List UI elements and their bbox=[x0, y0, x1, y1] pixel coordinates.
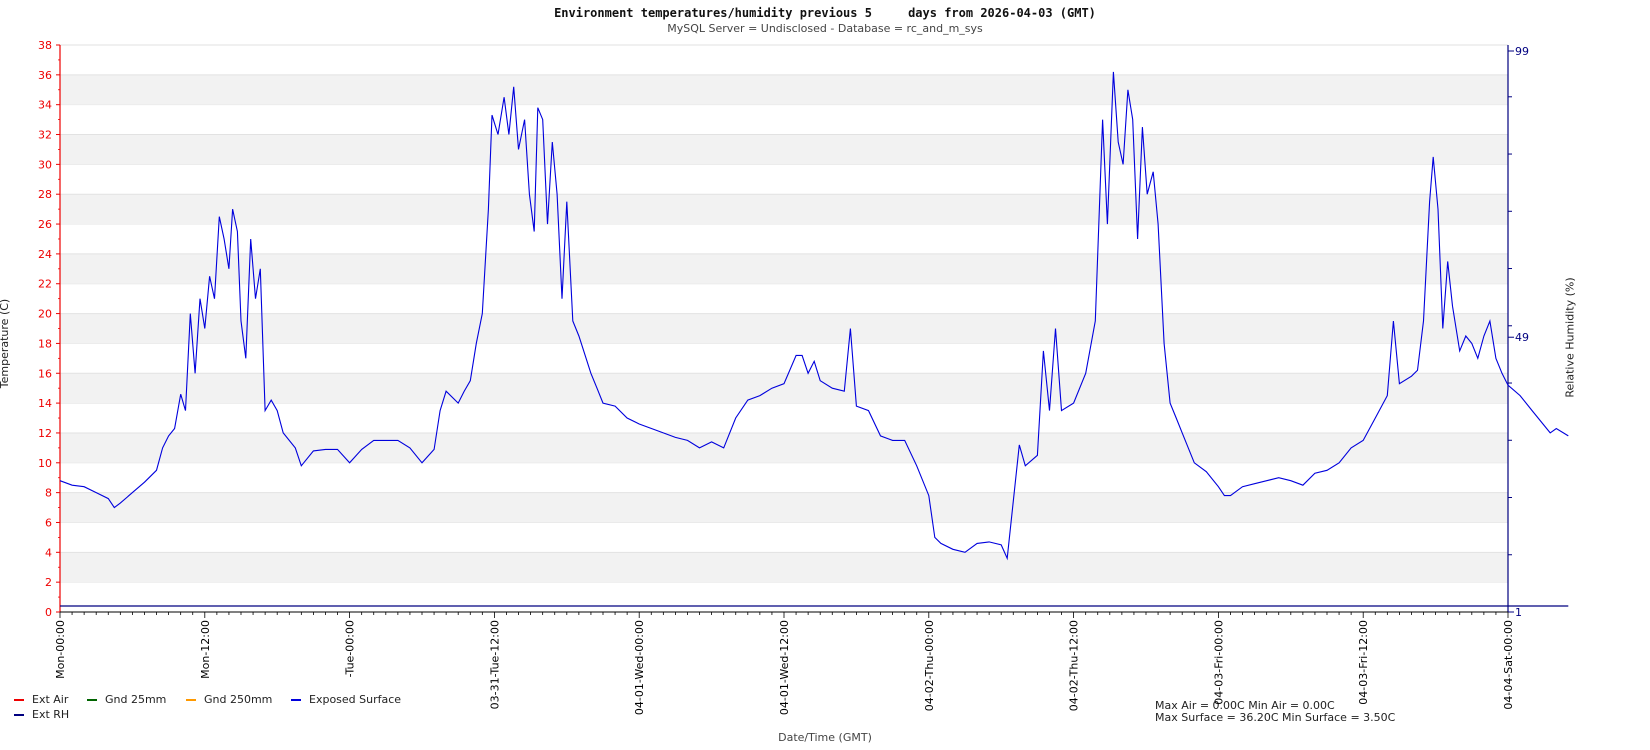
x-tick-label: 04-03-Fri-12:00 bbox=[1357, 620, 1370, 705]
stats-air: Max Air = 0.00C Min Air = 0.00C bbox=[1155, 699, 1335, 712]
chart-subtitle: MySQL Server = Undisclosed - Database = … bbox=[667, 22, 983, 35]
grid-band bbox=[60, 134, 1508, 165]
y-tick-label: 30 bbox=[38, 158, 52, 171]
legend-ext-rh: Ext RH bbox=[14, 708, 69, 721]
x-axis-label: Date/Time (GMT) bbox=[778, 731, 872, 744]
legend-swatch-gnd-250mm bbox=[186, 699, 196, 701]
y-tick-label: 34 bbox=[38, 99, 52, 112]
y-tick-label: 20 bbox=[38, 308, 52, 321]
legend-swatch-gnd-25mm bbox=[87, 699, 97, 701]
series-exposed-surface-line bbox=[59, 71, 1569, 561]
y-tick-label: 12 bbox=[38, 427, 52, 440]
legend-swatch-ext-air bbox=[14, 699, 24, 701]
y-tick-label: 0 bbox=[45, 606, 52, 619]
x-tick-label: 04-01-Wed-00:00 bbox=[633, 620, 646, 715]
y-tick-label: 22 bbox=[38, 278, 52, 291]
grid-band bbox=[60, 432, 1508, 463]
x-tick-label: 04-02-Thu-12:00 bbox=[1068, 620, 1081, 711]
y-tick-label: 6 bbox=[45, 516, 52, 529]
legend-ext-air: Ext Air bbox=[14, 693, 68, 706]
x-tick-label: 04-04-Sat-00:00 bbox=[1502, 620, 1515, 710]
x-tick-label: Mon-12:00 bbox=[199, 620, 212, 679]
y-tick-label: 10 bbox=[38, 457, 52, 470]
y-tick-label: 16 bbox=[38, 367, 52, 380]
x-tick-label: -Tue-00:00 bbox=[344, 620, 357, 677]
legend-label: Ext Air bbox=[32, 693, 69, 706]
legend-gnd-250mm: Gnd 250mm bbox=[186, 693, 272, 706]
grid-band bbox=[60, 552, 1508, 583]
grid-band bbox=[60, 492, 1508, 523]
legend-swatch-exposed-surface bbox=[291, 699, 301, 701]
grid-band bbox=[60, 373, 1508, 404]
y-tick-label: 18 bbox=[38, 337, 52, 350]
grid-band bbox=[60, 194, 1508, 225]
chart-title: Environment temperatures/humidity previo… bbox=[554, 6, 1096, 20]
y-tick-label: 14 bbox=[38, 397, 52, 410]
legend-label: Ext RH bbox=[32, 708, 70, 721]
legend-label: Gnd 25mm bbox=[105, 693, 167, 706]
grid-band bbox=[60, 313, 1508, 344]
legend-label: Gnd 250mm bbox=[204, 693, 273, 706]
y2-tick-label: 1 bbox=[1515, 606, 1522, 619]
y-tick-label: 36 bbox=[38, 69, 52, 82]
y-tick-label: 32 bbox=[38, 129, 52, 142]
legend-gnd-25mm: Gnd 25mm bbox=[87, 693, 166, 706]
y-tick-label: 4 bbox=[45, 546, 52, 559]
stats-surface: Max Surface = 36.20C Min Surface = 3.50C bbox=[1155, 711, 1396, 724]
grid-band bbox=[60, 253, 1508, 284]
y-tick-label: 24 bbox=[38, 248, 52, 261]
y-tick-label: 28 bbox=[38, 188, 52, 201]
x-tick-label: 04-03-Fri-00:00 bbox=[1212, 620, 1225, 705]
y-tick-label: 26 bbox=[38, 218, 52, 231]
grid-band bbox=[60, 74, 1508, 105]
y-tick-label: 8 bbox=[45, 487, 52, 500]
legend-label: Exposed Surface bbox=[309, 693, 402, 706]
x-tick-label: Mon-00:00 bbox=[54, 620, 67, 679]
y2-tick-label: 49 bbox=[1515, 331, 1529, 344]
y2-tick-label: 99 bbox=[1515, 45, 1529, 58]
x-tick-label: 04-01-Wed-12:00 bbox=[778, 620, 791, 715]
x-tick-label: 03-31-Tue-12:00 bbox=[488, 620, 501, 709]
legend-exposed-surface: Exposed Surface bbox=[291, 693, 401, 706]
x-tick-label: 04-02-Thu-00:00 bbox=[923, 620, 936, 711]
y-tick-label: 38 bbox=[38, 39, 52, 52]
y-tick-label: 2 bbox=[45, 576, 52, 589]
legend-swatch-ext-rh bbox=[14, 714, 24, 716]
